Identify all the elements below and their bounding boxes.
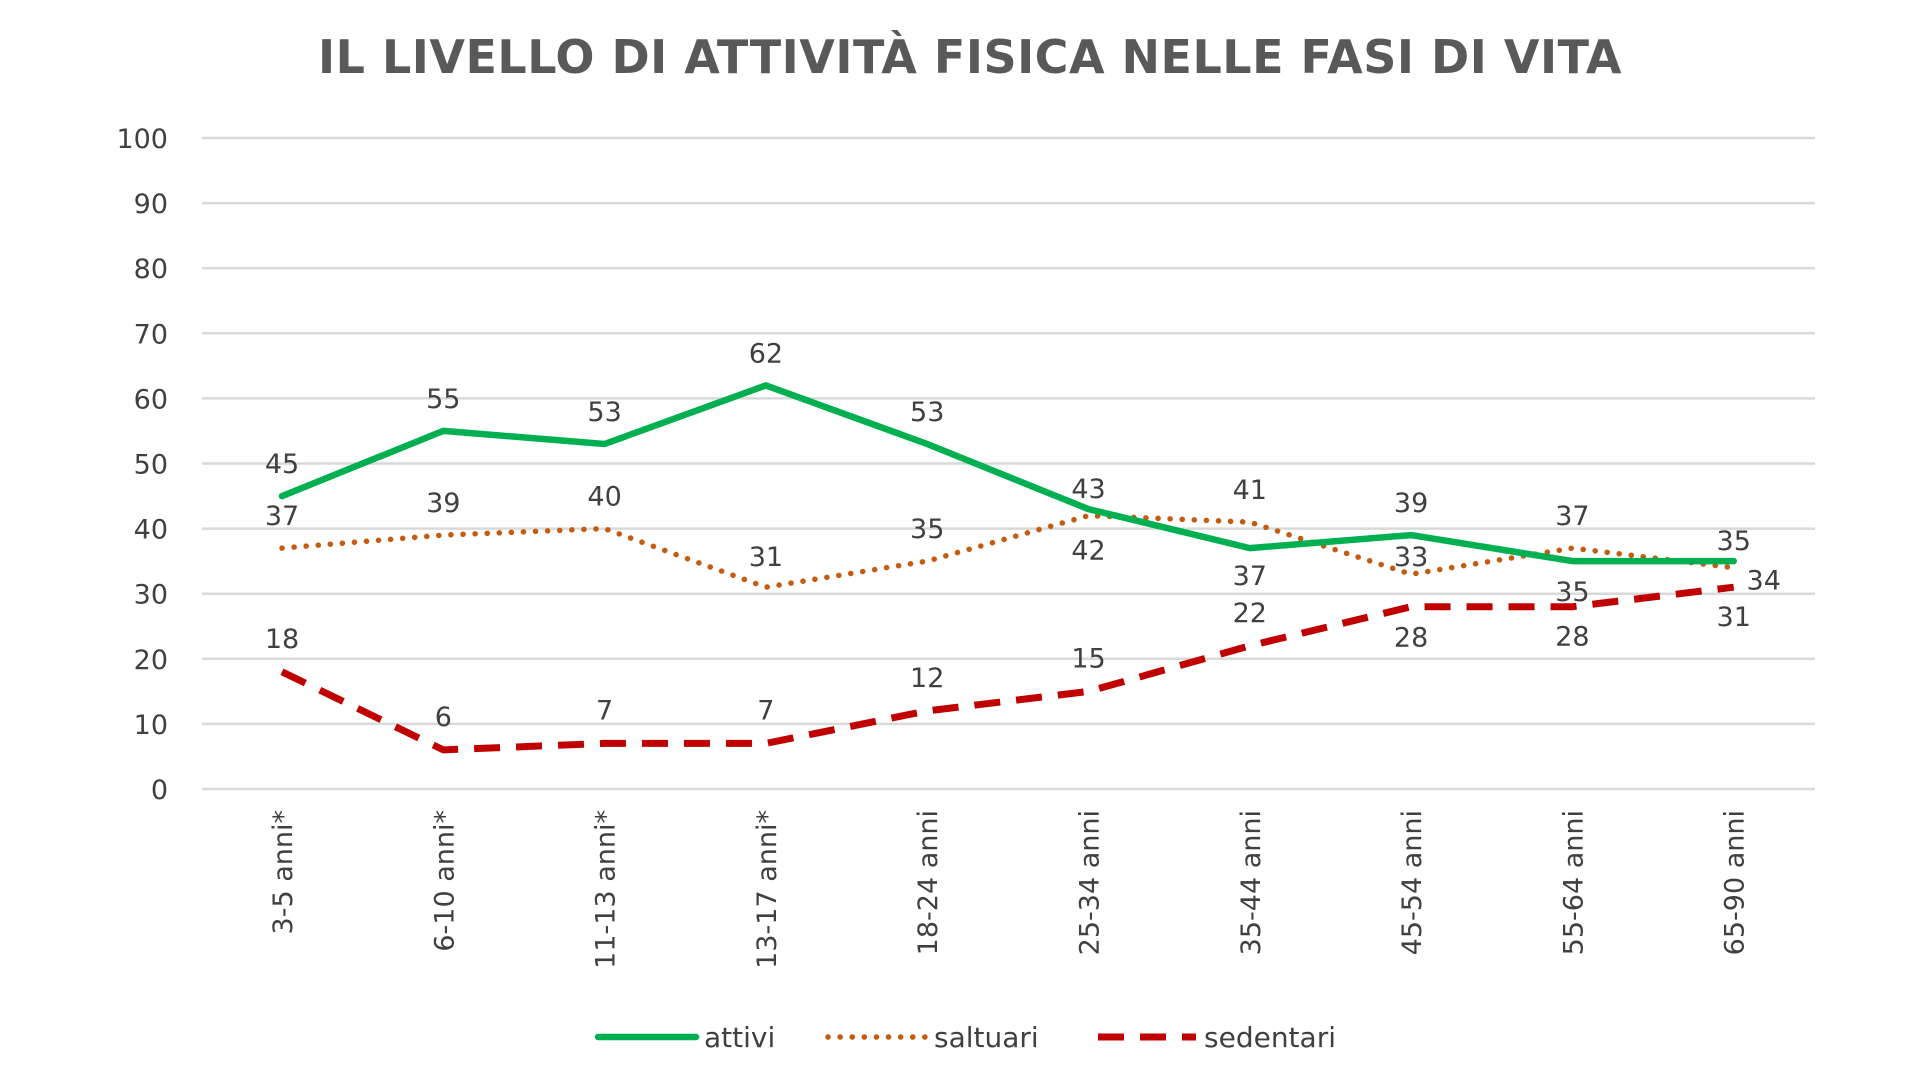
data-labels: 45 55 53 62 53 43 37 39 35 35 37 39 40 31 35 42 41 33 37 34… xyxy=(265,338,1781,733)
data-label-saltuari: 42 xyxy=(1071,536,1105,567)
y-tick-label: 70 xyxy=(134,319,168,350)
data-label-attivi: 43 xyxy=(1071,474,1105,505)
y-tick-label: 0 xyxy=(151,775,168,806)
data-label-saltuari: 40 xyxy=(587,482,621,513)
series-line-saltuari xyxy=(279,512,1737,590)
gridlines xyxy=(202,136,1815,791)
data-label-saltuari: 37 xyxy=(265,501,299,532)
data-label-sedentari: 15 xyxy=(1071,643,1105,674)
y-tick-label: 80 xyxy=(134,254,168,285)
data-label-sedentari: 12 xyxy=(910,663,944,694)
series-line-attivi xyxy=(278,382,1737,565)
data-label-saltuari: 34 xyxy=(1747,566,1781,597)
x-tick-label: 6-10 anni* xyxy=(429,810,460,952)
data-label-saltuari: 35 xyxy=(910,514,944,545)
y-tick-label: 90 xyxy=(134,189,168,220)
legend-label-saltuari: saltuari xyxy=(934,1021,1039,1054)
x-axis-ticks: 3-5 anni* 6-10 anni* 11-13 anni* 13-17 anni… xyxy=(268,810,1751,969)
y-tick-label: 10 xyxy=(134,710,168,741)
y-tick-label: 20 xyxy=(134,645,168,676)
data-label-sedentari: 7 xyxy=(757,695,774,726)
y-tick-label: 100 xyxy=(116,124,168,155)
x-tick-label: 3-5 anni* xyxy=(268,810,299,934)
data-label-attivi: 35 xyxy=(1555,577,1589,608)
data-label-sedentari: 18 xyxy=(265,624,299,655)
data-label-attivi: 35 xyxy=(1717,526,1751,557)
x-tick-label: 11-13 anni* xyxy=(591,810,622,969)
data-label-saltuari: 41 xyxy=(1233,475,1267,506)
data-label-attivi: 45 xyxy=(265,449,299,480)
x-tick-label: 65-90 anni xyxy=(1720,810,1751,955)
data-label-sedentari: 7 xyxy=(596,695,613,726)
y-axis-ticks: 0 10 20 30 40 50 60 70 80 90 100 xyxy=(116,124,168,806)
data-label-attivi: 37 xyxy=(1233,561,1267,592)
data-label-saltuari: 37 xyxy=(1555,501,1589,532)
y-tick-label: 40 xyxy=(134,515,168,546)
x-tick-label: 35-44 anni xyxy=(1236,810,1267,955)
data-label-sedentari: 31 xyxy=(1717,602,1751,633)
legend: attivi saltuari sedentari xyxy=(594,1021,1336,1054)
series-line-sedentari xyxy=(280,583,1735,754)
data-label-attivi: 55 xyxy=(426,384,460,415)
legend-item-saltuari: saltuari xyxy=(825,1021,1039,1054)
x-tick-label: 45-54 anni xyxy=(1397,810,1428,955)
legend-item-attivi: attivi xyxy=(594,1021,775,1054)
legend-label-sedentari: sedentari xyxy=(1204,1021,1336,1054)
y-tick-label: 60 xyxy=(134,384,168,415)
data-label-sedentari: 22 xyxy=(1233,598,1267,629)
data-label-saltuari: 39 xyxy=(426,488,460,519)
series-lines xyxy=(278,382,1737,754)
x-tick-label: 13-17 anni* xyxy=(752,810,783,969)
data-label-attivi: 62 xyxy=(749,338,783,369)
x-tick-label: 18-24 anni xyxy=(913,810,944,955)
data-label-saltuari: 31 xyxy=(749,542,783,573)
data-label-attivi: 53 xyxy=(910,397,944,428)
x-tick-label: 55-64 anni xyxy=(1558,810,1589,955)
y-tick-label: 30 xyxy=(134,580,168,611)
data-label-attivi: 39 xyxy=(1394,488,1428,519)
data-label-sedentari: 28 xyxy=(1555,622,1589,653)
data-label-sedentari: 28 xyxy=(1394,623,1428,654)
legend-label-attivi: attivi xyxy=(704,1021,775,1054)
legend-item-sedentari: sedentari xyxy=(1098,1021,1336,1054)
x-tick-label: 25-34 anni xyxy=(1075,810,1106,955)
chart-title: IL LIVELLO DI ATTIVITÀ FISICA NELLE FASI… xyxy=(318,30,1622,84)
data-label-attivi: 53 xyxy=(587,397,621,428)
y-tick-label: 50 xyxy=(134,450,168,481)
data-label-saltuari: 33 xyxy=(1394,542,1428,573)
data-label-sedentari: 6 xyxy=(435,702,452,733)
